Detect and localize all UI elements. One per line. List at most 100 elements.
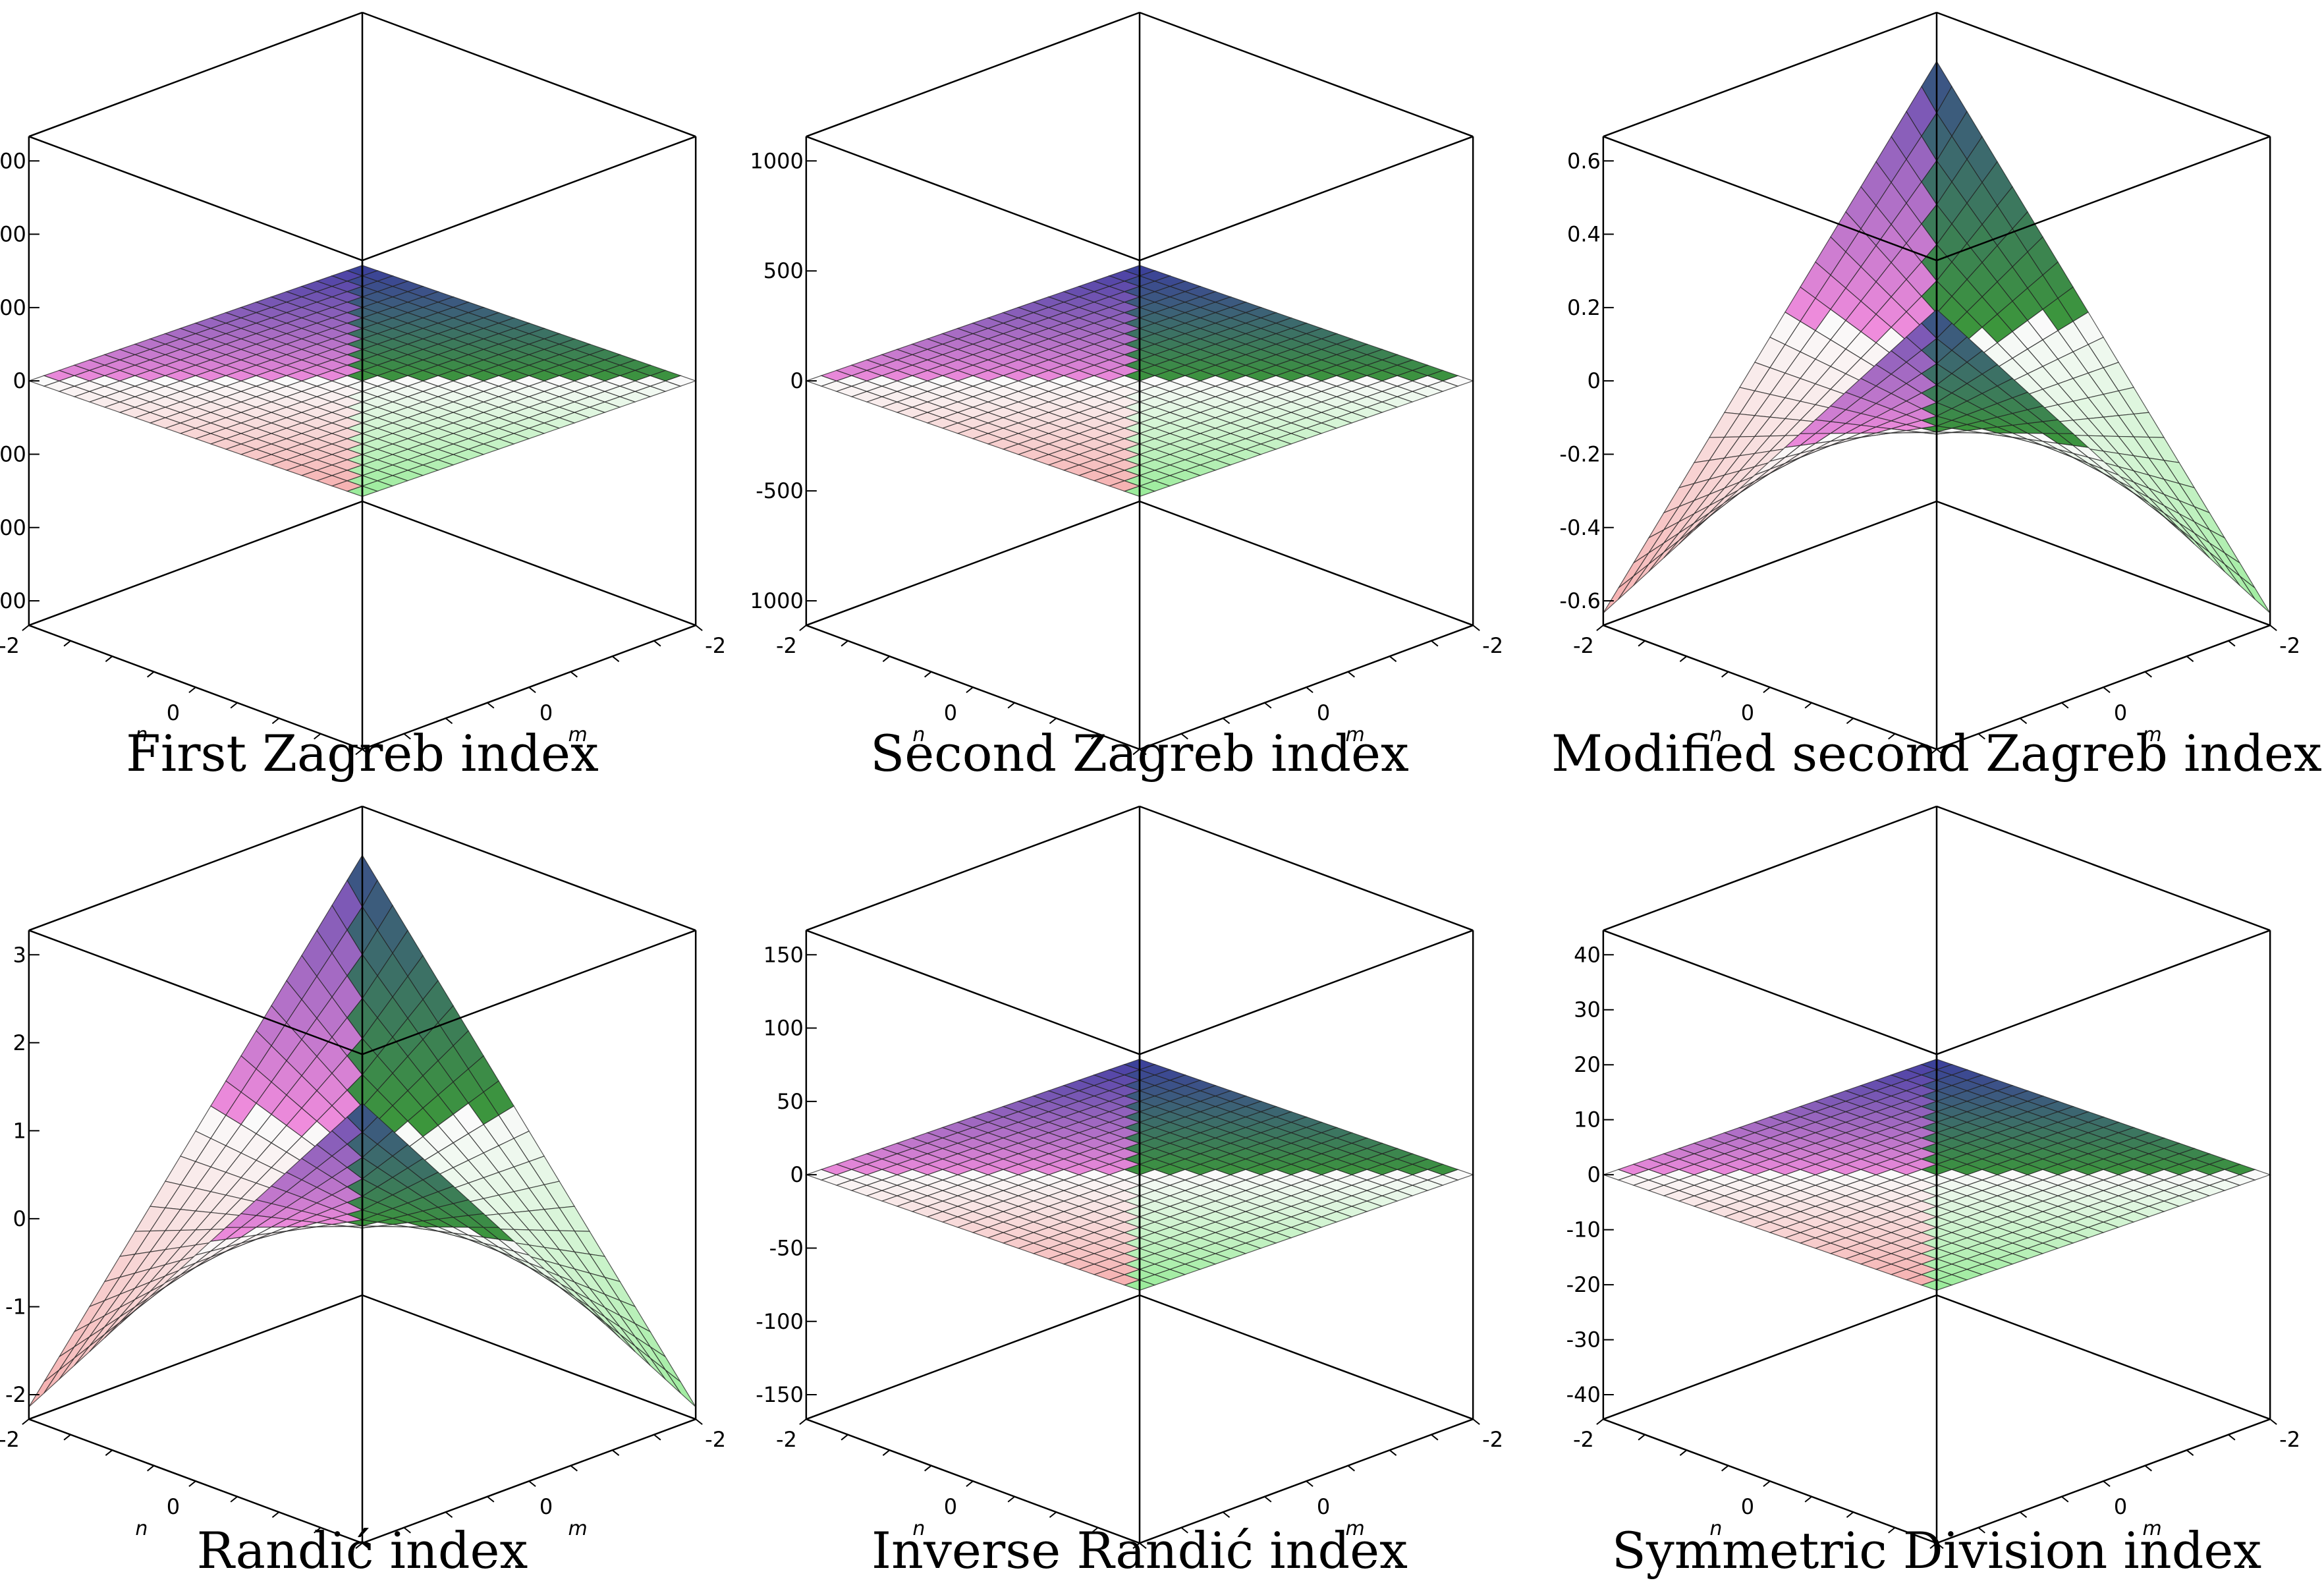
n-tick-mark [1721, 1465, 1729, 1472]
z-tick-label: 3 [13, 942, 26, 967]
bounding-box [1602, 805, 2271, 1544]
box-edge [1936, 11, 2271, 138]
n-tick-mark [230, 1495, 238, 1503]
m-tick-mark [2144, 1465, 2152, 1472]
panel-first-zagreb: 3002001000-100-200-300 -20n-20m First Za… [0, 11, 726, 783]
m-tick-mark [2186, 656, 2194, 662]
m-tick-mark [445, 717, 453, 725]
m-tick-mark [528, 1480, 536, 1488]
z-tick-label: 0 [790, 1162, 803, 1187]
z-axis-ticks: 300 200 100 0 -100 -200 -300 [0, 148, 40, 613]
z-tick-label: 1 [13, 1118, 26, 1143]
z-tick-label: -1 [5, 1294, 26, 1319]
z-tick-label: -300 [0, 588, 26, 613]
z-tick-label: 500 [763, 258, 804, 283]
n-axis-label: n [135, 723, 148, 746]
m-tick-mark [611, 656, 620, 662]
n-tick-label: 0 [944, 700, 957, 725]
z-tick-label: -0.2 [1559, 441, 1600, 466]
z-tick-label: -2 [5, 1382, 26, 1407]
m-axis-label: m [568, 723, 587, 746]
z-tick-label: 0.2 [1567, 295, 1601, 320]
n-tick-mark [355, 1542, 363, 1549]
n-tick-mark [22, 625, 30, 631]
m-tick-mark [1978, 733, 1985, 740]
box-edge [1139, 929, 1474, 1055]
base-axis-ticks: -20n-20m [776, 625, 1503, 756]
surface-mesh [1602, 1059, 2271, 1291]
z-tick-label: 2 [13, 1030, 26, 1055]
box-edge [1603, 1294, 1937, 1420]
n-tick-mark [1091, 733, 1099, 740]
box-edge [28, 500, 363, 627]
m-tick-mark [1389, 1449, 1397, 1456]
panel-caption: Second Zagreb index [870, 724, 1409, 783]
bounding-box [805, 11, 1474, 750]
box-edge [1936, 500, 2271, 627]
n-tick-mark [1132, 748, 1140, 756]
m-tick-mark [1180, 733, 1188, 740]
n-tick-label: -2 [776, 633, 797, 658]
n-tick-mark [271, 1511, 280, 1519]
m-tick-label: -2 [2279, 1427, 2300, 1452]
m-tick-mark [1472, 625, 1480, 631]
box-edge [362, 805, 696, 932]
n-tick-mark [147, 671, 155, 678]
m-tick-mark [570, 1465, 578, 1472]
m-tick-mark [362, 1542, 370, 1549]
n-tick-mark [1596, 1418, 1604, 1425]
m-tick-mark [2061, 702, 2069, 709]
m-tick-mark [2103, 1480, 2111, 1488]
box-edge [806, 1294, 1140, 1420]
box-edge [806, 929, 1140, 1055]
m-axis-label: m [568, 1517, 587, 1540]
m-tick-mark [1347, 671, 1355, 678]
z-tick-label: 150 [763, 942, 804, 967]
n-tick-mark [188, 1480, 196, 1488]
m-tick-mark [2019, 1511, 2028, 1519]
n-tick-mark [1846, 717, 1854, 725]
z-tick-label: -10 [1566, 1217, 1601, 1242]
box-edge [806, 135, 1140, 262]
m-tick-label: 0 [2114, 1494, 2127, 1519]
z-tick-label: 40 [1574, 942, 1601, 967]
n-tick-mark [966, 1480, 974, 1488]
box-edge [1936, 1294, 2271, 1420]
surface-mesh [805, 1059, 1474, 1291]
box-edge [1936, 805, 2271, 932]
n-tick-mark [1638, 640, 1646, 647]
n-tick-mark [1679, 656, 1688, 662]
n-tick-mark [1763, 1480, 1771, 1488]
z-tick-label: 100 [763, 1016, 804, 1041]
m-tick-label: 0 [2114, 700, 2127, 725]
m-tick-mark [2019, 717, 2028, 725]
z-tick-label: 1000 [750, 148, 803, 173]
z-tick-label: -30 [1566, 1327, 1601, 1353]
surface-mesh [805, 265, 1474, 497]
m-tick-label: -2 [705, 633, 726, 658]
surface-cell [665, 1370, 696, 1408]
z-tick-label: 0 [790, 368, 803, 393]
m-tick-label: -2 [1482, 1427, 1503, 1452]
z-tick-label: 50 [777, 1089, 804, 1114]
m-axis-label: m [2142, 1517, 2161, 1540]
m-tick-mark [2186, 1449, 2194, 1456]
z-axis-ticks: 1000 500 0 -500 1000 [750, 148, 817, 613]
m-tick-mark [1264, 1495, 1272, 1503]
m-tick-mark [1180, 1527, 1188, 1534]
m-tick-mark [487, 702, 495, 709]
box-edge [1139, 11, 1474, 138]
m-tick-mark [1431, 640, 1439, 647]
z-tick-label: -0.4 [1559, 515, 1600, 540]
m-axis-label: m [1345, 723, 1364, 746]
m-tick-mark [1978, 1527, 1985, 1534]
z-tick-label: 30 [1574, 997, 1601, 1022]
box-edge [28, 135, 363, 262]
n-tick-mark [1929, 748, 1937, 756]
box-edge [806, 805, 1140, 932]
m-tick-label: -2 [2279, 633, 2300, 658]
n-tick-mark [924, 671, 932, 678]
n-tick-mark [799, 1418, 807, 1425]
